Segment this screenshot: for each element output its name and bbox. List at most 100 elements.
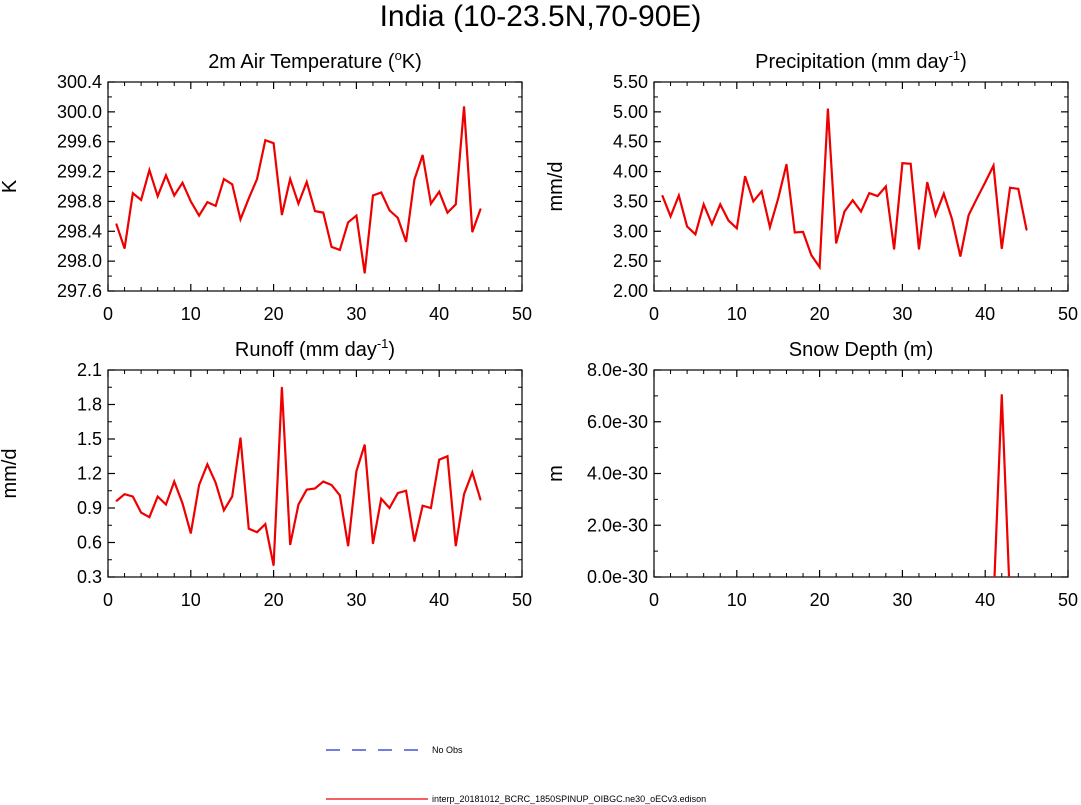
legend: No Obs interp_20181012_BCRC_1850SPINUP_OI… [326,745,706,804]
x-tick-label: 20 [810,304,830,324]
y-tick-label: 1.5 [77,429,102,449]
data-point [1009,602,1010,603]
data-point [463,106,465,108]
data-point [910,163,912,165]
data-point [413,540,415,542]
y-tick-label: 6.0e-30 [587,412,648,432]
data-point [455,203,457,206]
data-point [198,215,200,217]
y-tick-label: 297.6 [57,281,102,301]
data-point [868,192,870,194]
y-tick-label: 2.50 [613,251,648,271]
data-point [264,523,266,525]
main-title: India (10-23.5N,70-90E) [379,0,702,33]
y-tick-label: 1.2 [77,464,102,484]
panel-title: Runoff (mm day-1) [235,336,395,361]
data-point [1026,229,1028,231]
data-point [190,532,192,534]
data-point [934,214,937,216]
y-axis-label: mm/d [545,162,567,212]
legend-item: interp_20181012_BCRC_1850SPINUP_OIBGC.ne… [326,794,706,804]
x-tick-label: 20 [264,304,284,324]
data-point [777,197,779,200]
data-point [380,498,382,500]
data-point [480,208,482,210]
y-tick-label: 0.3 [77,567,102,587]
data-point [297,203,300,205]
data-point [206,463,208,465]
data-point [810,254,812,256]
x-tick-label: 50 [1058,304,1078,324]
x-tick-label: 40 [975,590,995,610]
data-point [339,249,341,251]
data-point [968,214,970,216]
y-tick-label: 1.8 [77,395,102,415]
y-tick-label: 4.00 [613,162,648,182]
data-point [876,195,879,197]
y-tick-label: 2.00 [613,281,648,301]
data-point [413,179,415,181]
data-point [355,215,357,217]
data-point [992,165,995,167]
data-point [256,531,258,533]
data-point [364,444,366,446]
data-point [926,181,928,183]
y-tick-label: 4.50 [613,132,648,152]
x-tick-label: 0 [649,590,659,610]
data-point [438,459,440,461]
data-point [314,210,316,212]
data-point [123,247,126,250]
data-point [239,437,242,439]
data-point [744,175,746,177]
y-tick-label: 5.00 [613,102,648,122]
data-point [785,163,788,166]
data-point [918,248,920,250]
data-point [289,178,291,180]
data-point [157,195,159,197]
x-tick-label: 50 [512,590,532,610]
data-point [314,487,316,490]
y-tick-label: 298.4 [57,221,102,241]
data-point [289,544,291,546]
y-axis-label: mm/d [0,449,21,499]
legend-label: No Obs [432,745,463,755]
data-point [281,214,283,216]
panel-title: 2m Air Temperature (oK) [208,48,422,73]
x-tick-label: 30 [346,304,366,324]
data-point [678,194,680,197]
data-point [951,218,953,220]
data-point [380,191,382,194]
chart-panel-1: 2m Air Temperature (oK) K 0 10 20 30 40 50 297.6… [0,48,532,324]
y-tick-label: 8.0e-30 [587,360,648,380]
data-point [273,564,275,567]
y-tick-label: 4.0e-30 [587,464,648,484]
y-tick-label: 2.1 [77,360,102,380]
data-point [115,500,117,502]
x-tick-label: 40 [975,304,995,324]
data-point [181,502,184,504]
data-point [1001,248,1003,250]
data-point [736,227,738,229]
data-point [802,231,804,233]
data-point [364,272,366,274]
data-point [306,489,308,491]
data-point [1017,188,1019,190]
data-point [719,203,721,206]
data-point [405,241,407,243]
data-point [471,471,473,473]
data-point [686,225,688,228]
data-point [422,154,424,156]
data-point [901,162,904,164]
data-point [372,543,374,545]
data-point [388,507,391,509]
data-point [215,205,217,207]
x-tick-label: 0 [103,590,113,610]
data-point [355,470,357,472]
y-tick-label: 0.6 [77,533,102,553]
data-point [256,178,258,180]
data-point [264,139,266,141]
chart-panel-4: Snow Depth (m) m 0 10 20 30 40 50 0.0e-30 2.0e-30… [545,339,1078,610]
data-point [727,219,730,222]
y-tick-label: 298.8 [57,191,102,211]
x-tick-label: 10 [181,590,201,610]
